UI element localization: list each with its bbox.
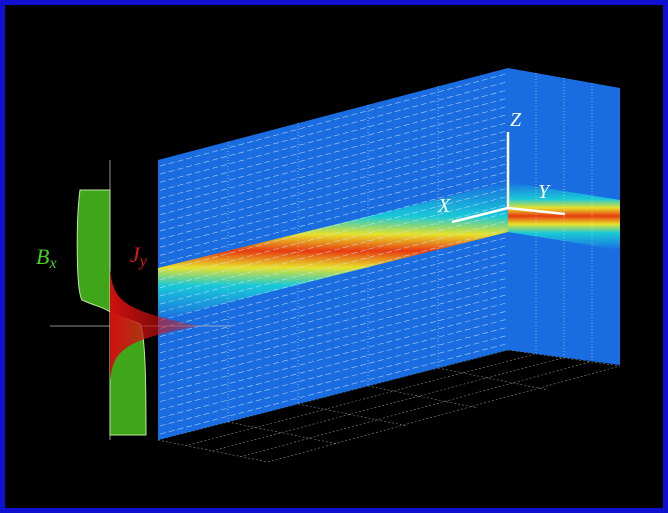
field-line [159, 188, 507, 280]
field-line [159, 81, 507, 175]
field-line [159, 335, 507, 427]
axis-arrows [451, 132, 566, 224]
field-line [159, 229, 507, 321]
field-line [159, 245, 507, 337]
axis-label: Z [510, 109, 522, 131]
field-line [159, 90, 507, 183]
field-line [159, 220, 507, 313]
field-line [159, 294, 507, 386]
field-line [159, 147, 507, 240]
field-line [159, 278, 507, 370]
field-line [159, 310, 507, 402]
jy-profile [110, 270, 200, 380]
field-line [159, 253, 507, 345]
field-line [159, 130, 507, 224]
field-line [159, 212, 507, 305]
field-line [159, 196, 507, 289]
field-line [159, 163, 507, 256]
field-line [159, 106, 507, 199]
field-line [159, 302, 507, 394]
field-line [159, 237, 507, 329]
field-line [159, 343, 507, 435]
field-line [159, 171, 507, 264]
field-line [159, 180, 507, 272]
axis-label: Y [538, 181, 551, 203]
bx-label: Bx [36, 244, 57, 272]
axis-label: X [437, 195, 451, 217]
field-line [159, 319, 507, 410]
field-line [159, 270, 507, 362]
field-line [159, 114, 507, 207]
current-sheet [158, 182, 508, 320]
field-line [159, 139, 507, 232]
field-line [159, 155, 507, 248]
field-lines [159, 73, 507, 435]
field-line [159, 73, 507, 167]
jy-label: Jy [130, 242, 148, 270]
wall-grid [227, 73, 593, 422]
field-line [159, 261, 507, 354]
field-line [159, 204, 507, 297]
field-line [159, 98, 507, 191]
field-line [159, 327, 507, 419]
field-line [159, 286, 507, 378]
bx-profile [76, 189, 111, 314]
field-line [159, 122, 507, 216]
